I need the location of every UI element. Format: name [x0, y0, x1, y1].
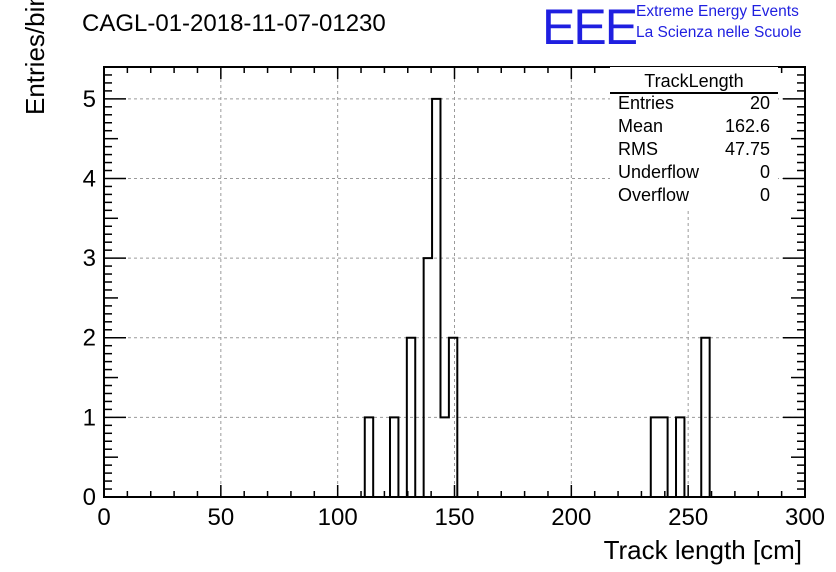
y-tick-label: 2 — [83, 325, 96, 352]
y-tick-label: 0 — [83, 484, 96, 511]
histogram-bin — [440, 417, 448, 497]
histogram-outline — [363, 416, 375, 497]
histogram-bin — [365, 417, 373, 497]
y-tick-label: 3 — [83, 245, 96, 272]
stats-label: Entries — [618, 93, 675, 113]
stats-label: RMS — [618, 139, 658, 159]
stats-title: TrackLength — [644, 71, 744, 91]
logo-subtitle-line2: La Scienza nelle Scuole — [636, 24, 802, 41]
x-tick-label: 300 — [785, 504, 825, 531]
x-tick-label: 50 — [207, 504, 234, 531]
stats-label: Mean — [618, 116, 664, 136]
y-tick-label: 5 — [83, 86, 96, 113]
y-tick-label: 1 — [83, 404, 96, 431]
histogram-bin — [432, 99, 440, 497]
x-tick-label: 0 — [97, 504, 110, 531]
x-tick-label: 100 — [318, 504, 358, 531]
stats-value: 162.6 — [724, 116, 770, 136]
stats-row-underflow: Underflow 0 — [618, 162, 770, 185]
histogram-bin — [676, 417, 684, 497]
histogram-outline — [675, 416, 686, 497]
stats-divider — [610, 92, 778, 94]
stats-value: 0 — [759, 185, 770, 205]
run-title: CAGL-01-2018-11-07-01230 — [82, 10, 386, 37]
x-tick-label: 150 — [434, 504, 474, 531]
y-tick-label: 4 — [83, 165, 96, 192]
stats-row-mean: Mean 162.6 — [618, 116, 770, 139]
logo-subtitle-line1: Extreme Energy Events — [636, 3, 799, 20]
stats-row-entries: Entries 20 — [618, 93, 770, 116]
stats-box: TrackLength Entries 20 Mean 162.6 RMS 47… — [610, 67, 778, 208]
stats-label: Overflow — [618, 185, 690, 205]
histogram-outline — [649, 416, 669, 497]
y-axis-label: Entries/bin — [20, 0, 50, 115]
stats-value: 47.75 — [724, 139, 770, 159]
histogram-bin — [659, 417, 667, 497]
histogram-outline — [389, 97, 459, 498]
stats-row-overflow: Overflow 0 — [618, 185, 770, 208]
stats-label: Underflow — [618, 162, 700, 182]
histogram-bin — [651, 417, 659, 497]
stats-row-rms: RMS 47.75 — [618, 139, 770, 162]
histogram-bin — [390, 417, 398, 497]
stats-value: 20 — [749, 93, 770, 113]
eee-logo: EEE — [542, 0, 638, 55]
x-tick-label: 250 — [668, 504, 708, 531]
x-tick-label: 200 — [551, 504, 591, 531]
histogram-bin — [424, 258, 432, 497]
x-axis-label: Track length [cm] — [603, 535, 802, 565]
histogram-outline — [692, 336, 711, 498]
stats-value: 0 — [759, 162, 770, 182]
